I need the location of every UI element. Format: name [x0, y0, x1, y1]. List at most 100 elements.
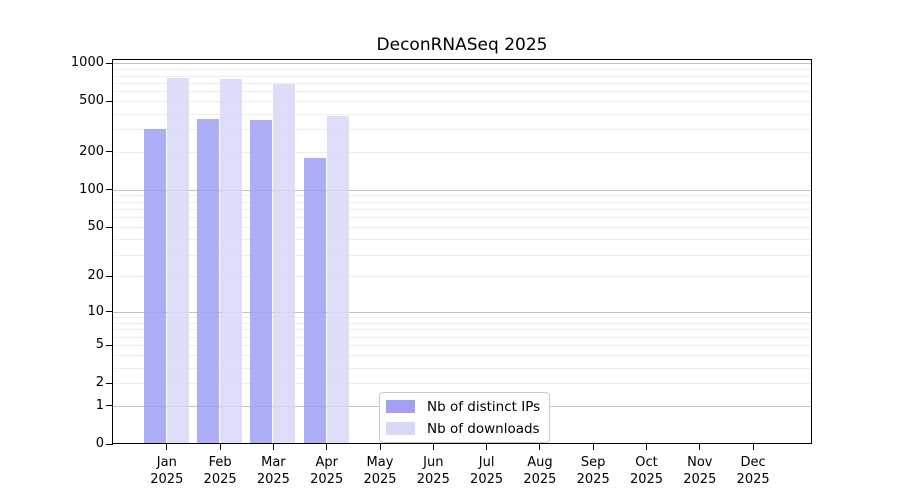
x-tick-label-line: May	[366, 455, 394, 470]
x-tick-label: Sep 2025	[561, 454, 625, 488]
bar-downloads-apr	[326, 116, 349, 443]
x-tick-label: May 2025	[348, 454, 412, 488]
x-tick-label-line: 2025	[310, 472, 344, 487]
legend-item-downloads: Nb of downloads	[386, 420, 540, 437]
x-tick-label-line: Oct	[635, 455, 658, 470]
bar-downloads-feb	[220, 79, 243, 443]
gridline-minor	[113, 101, 811, 102]
x-tick-mark	[486, 444, 488, 450]
legend-label-downloads: Nb of downloads	[427, 420, 540, 437]
gridline-major	[113, 312, 811, 313]
gridline-major	[113, 63, 811, 64]
y-tick-mark	[106, 189, 113, 191]
x-tick-label-line: 2025	[470, 472, 504, 487]
gridline-minor	[113, 383, 811, 384]
x-tick-label: Jan 2025	[135, 454, 199, 488]
y-tick-mark	[106, 100, 113, 102]
y-tick-label: 10	[87, 303, 104, 319]
gridline-minor	[113, 227, 811, 228]
y-tick-label: 200	[79, 143, 104, 159]
gridline-minor	[113, 345, 811, 346]
y-tick-mark	[106, 405, 113, 407]
gridline-minor	[113, 368, 811, 369]
x-tick-mark	[752, 444, 754, 450]
x-tick-label: Jun 2025	[401, 454, 465, 488]
legend-label-distinct-ips: Nb of distinct IPs	[427, 398, 541, 415]
x-tick-label-line: Jun	[423, 455, 444, 470]
gridline-minor	[113, 69, 811, 70]
x-tick-label-line: 2025	[523, 472, 557, 487]
gridline-minor	[113, 239, 811, 240]
x-tick-label: Jul 2025	[455, 454, 519, 488]
x-tick-label-line: Dec	[740, 455, 766, 470]
x-tick-mark	[219, 444, 221, 450]
x-tick-mark	[379, 444, 381, 450]
x-tick-label-line: Feb	[208, 455, 232, 470]
gridline-minor	[113, 217, 811, 218]
x-tick-label-line: 2025	[629, 472, 664, 487]
bar-downloads-jan	[166, 78, 189, 443]
bar-downloads-mar	[273, 84, 296, 443]
gridline-minor	[113, 129, 811, 130]
bar-distinct-ips-feb	[197, 119, 220, 443]
x-tick-label: Apr 2025	[295, 454, 359, 488]
x-tick-mark	[699, 444, 701, 450]
y-tick-label: 1	[95, 397, 104, 413]
x-tick-label: Mar 2025	[241, 454, 305, 488]
legend-item-distinct-ips: Nb of distinct IPs	[386, 398, 540, 415]
x-tick-label-line: Mar	[261, 455, 286, 470]
gridline-minor	[113, 255, 811, 256]
gridline-minor	[113, 91, 811, 92]
legend-swatch-downloads-icon	[386, 422, 415, 435]
y-tick-mark	[106, 344, 113, 346]
x-tick-label-line: 2025	[150, 472, 184, 487]
gridline-minor	[113, 317, 811, 318]
x-tick-label: Feb 2025	[188, 454, 252, 488]
x-tick-label-line: 2025	[363, 472, 397, 487]
x-tick-label-line: Jul	[478, 455, 495, 470]
gridline-major	[113, 190, 811, 191]
y-tick-label: 0	[95, 436, 104, 451]
y-tick-mark	[106, 275, 113, 277]
x-tick-label-line: 2025	[416, 472, 450, 487]
gridline-minor	[113, 355, 811, 356]
y-tick-mark	[106, 151, 113, 153]
y-tick-mark	[106, 311, 113, 313]
x-tick-mark	[272, 444, 274, 450]
x-tick-mark	[646, 444, 647, 450]
gridline-minor	[113, 209, 811, 210]
y-tick-label: 500	[79, 93, 104, 109]
x-tick-label-line: Nov	[687, 455, 713, 470]
gridline-minor	[113, 202, 811, 203]
x-tick-label-line: Apr	[315, 455, 338, 470]
x-tick-label: Nov 2025	[668, 454, 732, 488]
x-tick-mark	[592, 444, 594, 450]
gridline-minor	[113, 337, 811, 338]
x-tick-label-line: 2025	[203, 472, 237, 487]
x-tick-label-line: 2025	[736, 472, 770, 487]
gridline-minor	[113, 152, 811, 153]
y-tick-label: 50	[87, 219, 104, 235]
x-tick-mark	[539, 444, 541, 450]
x-tick-label-line: Sep	[580, 455, 606, 470]
bar-distinct-ips-apr	[303, 157, 326, 443]
gridline-minor	[113, 83, 811, 84]
y-tick-label: 20	[87, 268, 104, 284]
y-tick-label: 5	[95, 337, 104, 353]
x-tick-label: Oct 2025	[615, 454, 679, 488]
x-tick-label-line: Jan	[156, 455, 177, 470]
legend-swatch-distinct-ips-icon	[386, 400, 415, 413]
y-tick-label: 1000	[70, 55, 104, 71]
gridline-minor	[113, 114, 811, 115]
x-tick-label-line: 2025	[576, 472, 610, 487]
chart-title: DeconRNASeq 2025	[376, 35, 548, 55]
x-tick-label: Aug 2025	[508, 454, 572, 488]
legend: Nb of distinct IPs Nb of downloads	[379, 392, 551, 443]
gridline-minor	[113, 76, 811, 77]
bar-distinct-ips-jan	[143, 128, 166, 443]
y-tick-label: 100	[79, 181, 104, 197]
x-tick-mark	[432, 444, 434, 450]
y-tick-mark	[106, 382, 113, 384]
gridline-minor	[113, 276, 811, 277]
